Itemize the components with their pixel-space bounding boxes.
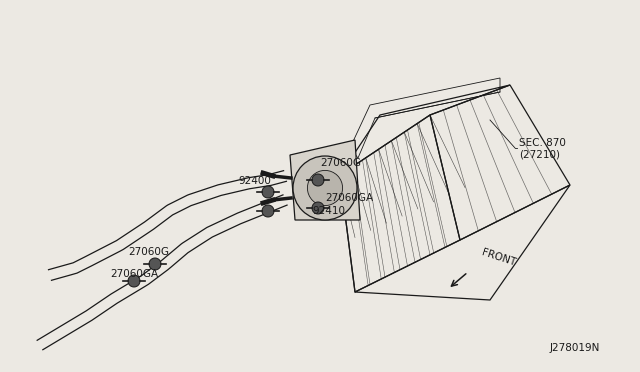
Circle shape [307,170,342,206]
Text: 92410: 92410 [312,206,345,216]
Circle shape [293,156,357,220]
Text: J278019N: J278019N [550,343,600,353]
Text: 27060GA: 27060GA [110,269,158,279]
Text: (27210): (27210) [519,149,560,159]
Text: FRONT: FRONT [480,248,516,268]
Text: 27060G: 27060G [320,158,361,168]
Circle shape [128,275,140,287]
Text: 27060G: 27060G [128,247,169,257]
Text: 27060GA: 27060GA [325,193,373,203]
Circle shape [262,186,274,198]
Circle shape [312,202,324,214]
Polygon shape [290,140,360,220]
Text: 92400: 92400 [238,176,271,186]
Text: SEC. 870: SEC. 870 [519,138,566,148]
Circle shape [149,258,161,270]
Circle shape [262,205,274,217]
Circle shape [312,174,324,186]
